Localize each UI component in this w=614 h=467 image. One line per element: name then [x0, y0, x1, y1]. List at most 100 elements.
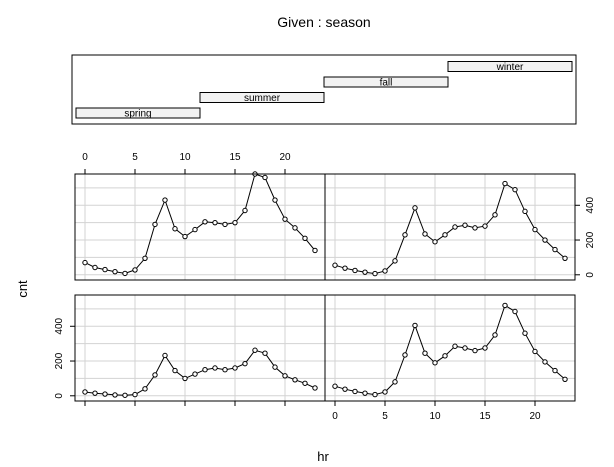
- data-point-spring: [132, 391, 138, 398]
- data-point-summer: [302, 235, 308, 241]
- data-point-fall: [452, 343, 458, 349]
- data-point-winter: [542, 237, 548, 243]
- data-point-summer: [292, 225, 298, 231]
- data-point-spring: [142, 386, 148, 392]
- y-axis-title: cnt: [15, 280, 30, 298]
- data-point-spring: [282, 373, 288, 379]
- data-point-fall: [552, 367, 558, 374]
- data-point-fall: [422, 350, 428, 356]
- y-tick-label: 400: [585, 196, 596, 213]
- x-tick-label: 15: [229, 152, 241, 163]
- data-point-winter: [442, 232, 448, 238]
- x-tick-label: 0: [332, 411, 338, 422]
- data-point-spring: [202, 367, 208, 373]
- data-point-fall: [522, 330, 528, 336]
- y-tick-label: 400: [54, 317, 65, 334]
- data-point-spring: [122, 392, 128, 398]
- data-point-spring: [272, 364, 278, 370]
- data-point-winter: [562, 255, 568, 261]
- given-title: Given : season: [277, 14, 370, 30]
- panel-frame-winter: [324, 173, 576, 281]
- data-point-fall: [332, 383, 338, 389]
- x-tick-label: 10: [429, 411, 441, 422]
- given-interval-winter: [447, 61, 573, 72]
- data-point-fall: [342, 386, 348, 392]
- data-point-spring: [252, 347, 258, 353]
- data-point-spring: [302, 380, 308, 386]
- data-point-winter: [372, 270, 378, 277]
- data-point-winter: [362, 269, 368, 275]
- data-point-fall: [462, 345, 468, 351]
- data-point-summer: [132, 267, 138, 273]
- data-point-winter: [522, 208, 528, 215]
- given-panel-frame: [71, 54, 577, 125]
- y-tick-label: 200: [54, 352, 65, 369]
- given-interval-label-summer: summer: [244, 93, 281, 104]
- data-point-winter: [332, 262, 338, 268]
- data-point-summer: [172, 226, 178, 232]
- data-point-spring: [182, 375, 188, 382]
- data-point-fall: [562, 376, 568, 382]
- data-point-spring: [222, 367, 228, 373]
- panel-frame-summer: [74, 173, 326, 281]
- x-tick-label: 10: [179, 152, 191, 163]
- data-point-summer: [212, 219, 218, 226]
- data-point-summer: [202, 219, 208, 225]
- data-point-fall: [542, 359, 548, 365]
- x-tick-label: 0: [82, 152, 88, 163]
- x-axis-title: hr: [317, 449, 329, 464]
- given-interval-spring: [75, 107, 201, 119]
- data-point-spring: [212, 365, 218, 371]
- series-line-fall: [334, 304, 566, 396]
- given-interval-label-fall: fall: [380, 78, 393, 89]
- data-point-fall: [372, 391, 378, 398]
- panel-winter: 0 200 400: [324, 173, 596, 281]
- data-point-winter: [462, 222, 468, 228]
- data-point-fall: [362, 390, 368, 396]
- data-point-winter: [532, 226, 538, 233]
- data-point-summer: [282, 216, 288, 222]
- data-point-summer: [242, 207, 248, 214]
- data-point-summer: [262, 174, 268, 181]
- data-point-winter: [492, 212, 498, 218]
- data-point-fall: [502, 302, 508, 309]
- given-interval-summer: [199, 92, 325, 103]
- data-point-summer: [82, 259, 88, 266]
- data-point-spring: [82, 389, 88, 395]
- data-point-winter: [402, 232, 408, 238]
- data-point-summer: [312, 247, 318, 254]
- data-point-fall: [432, 360, 438, 366]
- data-point-winter: [352, 267, 358, 274]
- data-point-winter: [502, 180, 508, 187]
- data-point-winter: [342, 265, 348, 271]
- panel-frame-fall: [324, 294, 576, 402]
- data-point-spring: [92, 390, 98, 396]
- data-point-summer: [272, 197, 278, 203]
- data-point-winter: [512, 186, 518, 193]
- data-point-fall: [382, 389, 388, 395]
- data-point-winter: [472, 225, 478, 231]
- given-interval-label-spring: spring: [124, 109, 151, 120]
- data-point-winter: [422, 231, 428, 237]
- data-point-winter: [382, 268, 388, 274]
- data-point-fall: [532, 348, 538, 355]
- series-line-summer: [84, 173, 316, 274]
- series-line-spring: [84, 349, 316, 396]
- given-interval-label-winter: winter: [496, 62, 524, 73]
- data-point-summer: [142, 255, 148, 261]
- panel-fall: 0 5 10 15 20: [324, 294, 576, 422]
- x-tick-label: 20: [529, 411, 541, 422]
- data-point-spring: [262, 350, 268, 356]
- x-tick-label: 5: [382, 411, 388, 422]
- data-point-summer: [112, 268, 118, 275]
- data-point-spring: [192, 371, 198, 377]
- panel-spring: 0 200 400: [54, 294, 326, 406]
- data-point-summer: [162, 197, 168, 203]
- data-point-fall: [412, 322, 418, 329]
- data-point-spring: [232, 365, 238, 371]
- data-point-summer: [102, 266, 108, 273]
- data-point-summer: [182, 233, 188, 240]
- data-point-fall: [402, 352, 408, 358]
- data-point-winter: [432, 239, 438, 245]
- x-tick-label: 15: [479, 411, 491, 422]
